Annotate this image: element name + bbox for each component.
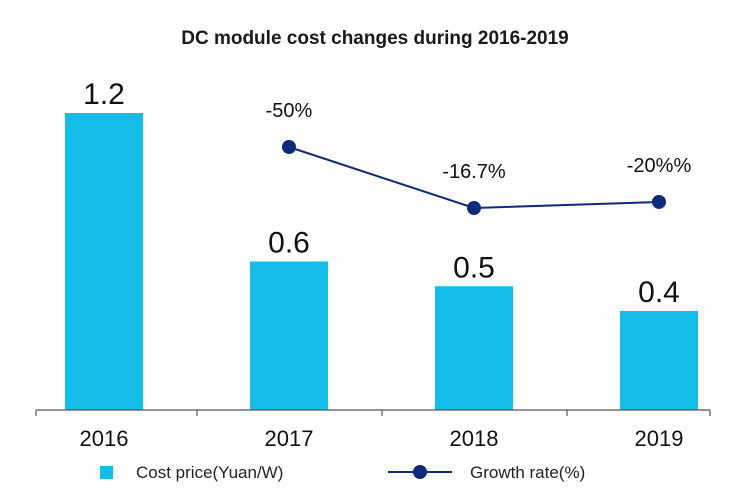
growth-value-label-2017: -50%: [266, 100, 313, 122]
x-tick-label-2017: 2017: [265, 426, 314, 451]
legend-label-growth-rate: Growth rate(%): [470, 463, 585, 482]
growth-point-2019: [652, 194, 666, 209]
x-tick-label-2019: 2019: [635, 426, 684, 451]
legend: Cost price(Yuan/W) Growth rate(%): [100, 463, 585, 482]
growth-point-2017: [282, 140, 296, 154]
bar-value-label-2016: 1.2: [83, 78, 125, 111]
x-tick-label-2018: 2018: [450, 426, 499, 451]
legend-marker-growth: [413, 465, 427, 479]
bar-2019: [620, 311, 698, 410]
x-tick-label-2016: 2016: [80, 426, 129, 451]
bars-layer: 1.2 0.6 0.5 0.4: [65, 78, 698, 410]
bar-2018: [435, 286, 513, 410]
legend-swatch-bar: [100, 466, 113, 479]
x-axis-ticks: 2016 2017 2018 2019: [35, 410, 711, 451]
line-layer: -50% -16.7% -20%%: [266, 100, 692, 215]
legend-label-cost-price: Cost price(Yuan/W): [136, 463, 283, 482]
growth-point-2018: [467, 201, 481, 215]
bar-2016: [65, 113, 143, 410]
bar-value-label-2017: 0.6: [268, 227, 310, 260]
bar-value-label-2018: 0.5: [453, 251, 495, 284]
growth-value-label-2019: -20%%: [627, 155, 692, 177]
bar-value-label-2019: 0.4: [638, 276, 680, 309]
bar-2017: [250, 261, 328, 410]
growth-value-label-2018: -16.7%: [442, 161, 506, 183]
chart-title: DC module cost changes during 2016-2019: [181, 28, 569, 49]
